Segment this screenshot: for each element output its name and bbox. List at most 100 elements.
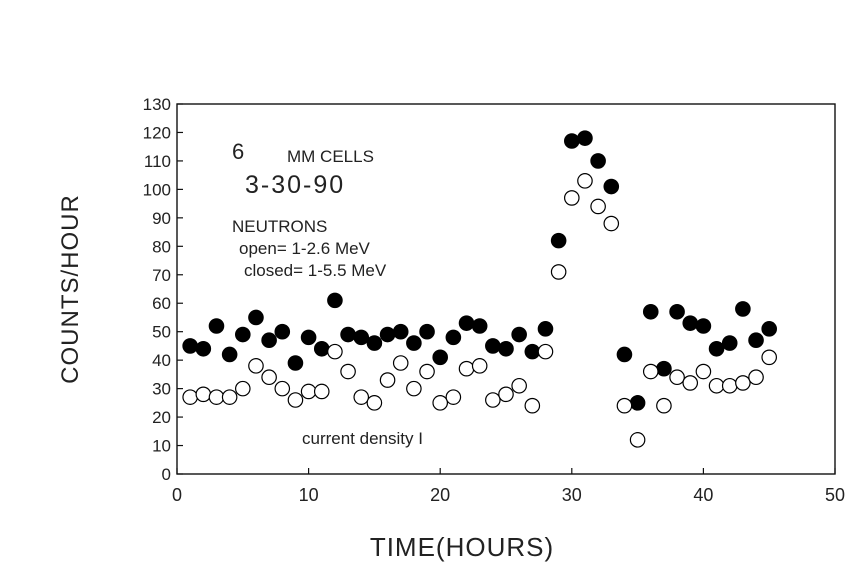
open-data-point	[485, 392, 501, 408]
y-tick-label: 20	[152, 408, 171, 427]
filled-data-point	[748, 332, 764, 349]
y-tick-label: 90	[152, 209, 171, 228]
filled-data-point	[327, 292, 343, 309]
open-data-point	[721, 377, 738, 394]
filled-data-point	[340, 326, 356, 343]
filled-data-point	[313, 340, 330, 357]
filled-data-point	[300, 329, 317, 346]
y-tick-label: 120	[143, 123, 171, 142]
open-data-point	[735, 375, 751, 391]
open-data-point	[616, 397, 633, 414]
open-data-point	[761, 349, 777, 366]
annotation-date: 3-30-90	[245, 171, 345, 199]
open-data-point	[748, 369, 764, 386]
annotation-neutrons: NEUTRONS	[232, 217, 327, 236]
open-data-point	[563, 190, 580, 206]
filled-data-point	[577, 130, 593, 146]
y-tick-label: 100	[143, 180, 171, 199]
filled-data-point	[419, 323, 435, 340]
open-data-point	[235, 380, 251, 397]
filled-data-point	[445, 329, 462, 346]
open-data-point	[392, 355, 409, 371]
filled-data-point	[682, 315, 699, 331]
x-tick-label: 0	[172, 485, 182, 505]
x-tick-label: 10	[299, 485, 319, 505]
open-data-point	[498, 386, 514, 403]
open-data-point	[458, 360, 475, 377]
filled-data-point	[669, 303, 685, 320]
filled-data-point	[287, 355, 304, 371]
open-data-point	[695, 363, 712, 380]
y-tick-label: 30	[152, 380, 171, 399]
annotation-cell-number: 6	[232, 139, 244, 164]
filled-data-point	[511, 326, 527, 343]
y-tick-label: 0	[162, 465, 171, 484]
open-data-point	[577, 173, 593, 189]
open-data-point	[406, 380, 422, 397]
annotation-closed-range: closed= 1-5.5 MeV	[244, 261, 387, 280]
filled-data-point	[208, 318, 225, 334]
x-axis-label: TIME(HOURS)	[370, 532, 554, 562]
filled-data-point	[761, 321, 777, 337]
filled-data-point	[195, 340, 212, 357]
open-data-point	[208, 389, 225, 405]
open-data-point	[708, 377, 725, 394]
open-data-point	[261, 369, 277, 386]
filled-data-point	[392, 323, 409, 340]
filled-data-point	[629, 395, 646, 411]
open-data-point	[300, 383, 317, 400]
open-data-point	[195, 386, 212, 403]
open-data-point	[379, 372, 396, 388]
annotation-open-range: open= 1-2.6 MeV	[239, 239, 371, 258]
open-data-point	[471, 358, 488, 374]
open-data-point	[419, 363, 435, 380]
y-tick-label: 70	[152, 266, 171, 285]
filled-data-point	[695, 318, 712, 334]
filled-data-point	[708, 340, 725, 357]
filled-data-point	[537, 321, 554, 337]
x-tick-label: 40	[693, 485, 713, 505]
filled-data-point	[274, 323, 291, 340]
open-data-point	[445, 389, 462, 405]
open-data-point	[642, 363, 659, 380]
y-tick-label: 10	[152, 437, 171, 456]
open-data-point	[603, 215, 620, 232]
x-tick-label: 30	[562, 485, 582, 505]
filled-data-point	[458, 315, 475, 331]
y-tick-label: 40	[152, 351, 171, 370]
open-data-point	[287, 392, 304, 408]
open-data-point	[313, 383, 330, 400]
x-tick-label: 50	[825, 485, 845, 505]
open-data-point	[682, 375, 699, 391]
open-data-point	[669, 369, 685, 386]
filled-data-point	[406, 335, 422, 351]
open-data-point	[274, 380, 291, 397]
filled-data-point	[642, 303, 659, 320]
data-points	[182, 130, 777, 448]
filled-data-point	[616, 346, 633, 363]
filled-data-point	[471, 318, 488, 334]
open-data-point	[656, 397, 672, 414]
open-data-point	[248, 358, 264, 374]
y-tick-label: 50	[152, 323, 171, 342]
annotation-current-density: current density I	[302, 429, 423, 448]
open-data-point	[353, 389, 370, 405]
open-data-point	[221, 389, 238, 405]
filled-data-point	[498, 340, 514, 357]
y-tick-label: 60	[152, 294, 171, 313]
filled-data-point	[353, 329, 370, 346]
open-data-point	[327, 343, 343, 360]
open-data-point	[182, 389, 198, 405]
y-axis-label: COUNTS/HOUR	[57, 194, 84, 384]
axes: 0 10 20 30 40 50 60 70 80 90 100 110 120 130 0 10 20 30 40…	[143, 95, 845, 505]
y-tick-label: 130	[143, 95, 171, 114]
filled-data-point	[524, 343, 541, 360]
plot-frame	[176, 103, 836, 475]
open-data-point	[340, 363, 356, 380]
filled-data-point	[221, 346, 238, 363]
filled-data-point	[563, 133, 580, 149]
open-data-point	[550, 264, 567, 280]
filled-data-point	[721, 335, 738, 351]
